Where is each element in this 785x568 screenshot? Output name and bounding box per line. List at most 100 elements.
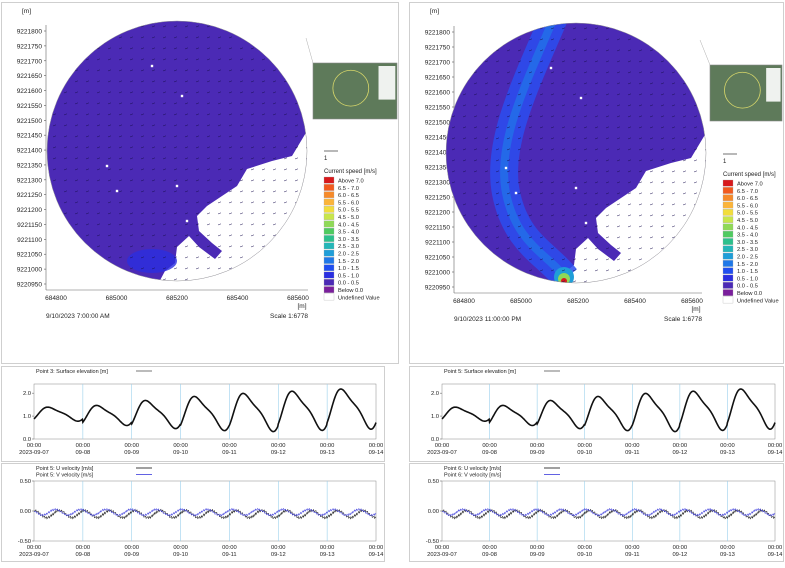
- flow-arrow: [195, 80, 200, 83]
- flow-arrow: [506, 60, 511, 63]
- legend-label: 0.5 - 1.0: [737, 276, 758, 282]
- flow-arrow: [140, 168, 145, 171]
- flow-arrow: [627, 104, 632, 107]
- x-tick-date: 2023-09-07: [19, 450, 49, 456]
- flow-arrow: [671, 203, 676, 206]
- flow-arrow: [506, 93, 511, 96]
- flow-arrow: [195, 168, 200, 171]
- flow-arrow: [704, 148, 706, 151]
- flow-arrow: [671, 71, 676, 74]
- flow-arrow: [206, 113, 211, 116]
- flow-arrow: [85, 234, 90, 237]
- legend-label: 4.5 - 5.0: [737, 218, 758, 224]
- flow-arrow: [261, 157, 266, 160]
- flow-arrow: [539, 225, 544, 228]
- x-tick-label: 684800: [45, 295, 67, 302]
- x-tick-label: 685000: [106, 295, 128, 302]
- flow-arrow: [151, 25, 156, 28]
- flow-arrow: [195, 102, 200, 105]
- station-point: [175, 184, 179, 188]
- inset-legend-box: [766, 68, 781, 102]
- legend-entry: Point 3: Surface elevation [m]: [36, 369, 108, 375]
- flow-arrow: [627, 38, 632, 41]
- legend-swatch: [323, 235, 335, 242]
- flow-arrow: [250, 201, 255, 204]
- legend-swatch: [722, 267, 734, 275]
- flow-arrow: [151, 36, 156, 39]
- flow-arrow: [74, 91, 79, 94]
- x-tick-date: 09-11: [222, 450, 236, 456]
- flow-arrow: [682, 203, 687, 206]
- flow-arrow: [151, 190, 156, 193]
- flow-arrow: [272, 135, 277, 138]
- flow-arrow: [594, 170, 599, 173]
- flow-arrow: [627, 247, 632, 250]
- flow-arrow: [594, 269, 599, 272]
- legend-label: 2.5 - 3.0: [338, 244, 359, 250]
- x-tick-time: 00:00: [369, 443, 384, 449]
- flow-arrow: [195, 124, 200, 127]
- flow-arrow: [140, 102, 145, 105]
- flow-arrow: [506, 49, 511, 52]
- plot-frame: [441, 383, 776, 440]
- flow-arrow: [605, 93, 610, 96]
- flow-arrow: [85, 157, 90, 160]
- flow-arrow: [217, 245, 222, 248]
- flow-arrow: [184, 80, 189, 83]
- y-tick-label: 9221250: [425, 195, 451, 202]
- flow-arrow: [63, 91, 68, 94]
- y-tick-label: 0.50: [20, 479, 31, 485]
- flow-arrow: [74, 124, 79, 127]
- flow-arrow: [85, 179, 90, 182]
- flow-arrow: [250, 102, 255, 105]
- flow-arrow: [206, 267, 211, 270]
- y-tick-label: 9221200: [425, 210, 451, 217]
- flow-arrow: [539, 258, 544, 261]
- flow-arrow: [107, 256, 112, 259]
- x-tick-date: 09-12: [672, 450, 687, 456]
- y-tick-label: 9221800: [17, 29, 43, 36]
- flow-arrow: [162, 36, 167, 39]
- flow-arrow: [206, 168, 211, 171]
- flow-arrow: [671, 225, 676, 228]
- flow-arrow: [129, 91, 134, 94]
- flow-arrow: [294, 124, 299, 127]
- flow-arrow: [239, 80, 244, 83]
- flow-arrow: [239, 124, 244, 127]
- flow-arrow: [671, 170, 676, 173]
- flow-arrow: [550, 236, 555, 239]
- flow-arrow: [638, 60, 643, 63]
- flow-arrow: [85, 212, 90, 215]
- flow-arrow: [184, 256, 189, 259]
- y-tick-label: 9221600: [425, 90, 451, 97]
- flow-arrow: [495, 93, 500, 96]
- flow-arrow: [638, 214, 643, 217]
- flow-arrow: [228, 190, 233, 193]
- x-tick-time: 00:00: [720, 545, 735, 551]
- flow-arrow: [550, 60, 555, 63]
- flow-arrow: [682, 192, 687, 195]
- flow-arrow: [239, 179, 244, 182]
- flow-arrow: [451, 148, 456, 151]
- x-tick-date: 09-13: [720, 552, 735, 558]
- flow-arrow: [140, 36, 145, 39]
- flow-arrow: [682, 104, 687, 107]
- flow-arrow: [239, 157, 244, 160]
- flow-arrow: [594, 236, 599, 239]
- flow-arrow: [605, 82, 610, 85]
- flow-arrow: [638, 93, 643, 96]
- flow-arrow: [649, 137, 654, 140]
- flow-arrow: [616, 115, 621, 118]
- flow-arrow: [184, 36, 189, 39]
- flow-arrow: [572, 236, 577, 239]
- flow-arrow: [250, 135, 255, 138]
- flow-arrow: [671, 214, 676, 217]
- flow-arrow: [217, 124, 222, 127]
- flow-arrow: [162, 69, 167, 72]
- flow-arrow: [616, 159, 621, 162]
- flow-arrow: [206, 190, 211, 193]
- flow-arrow: [550, 269, 555, 272]
- flow-arrow: [605, 181, 610, 184]
- flow-arrow: [517, 82, 522, 85]
- x-tick-date: 2023-09-07: [427, 450, 457, 456]
